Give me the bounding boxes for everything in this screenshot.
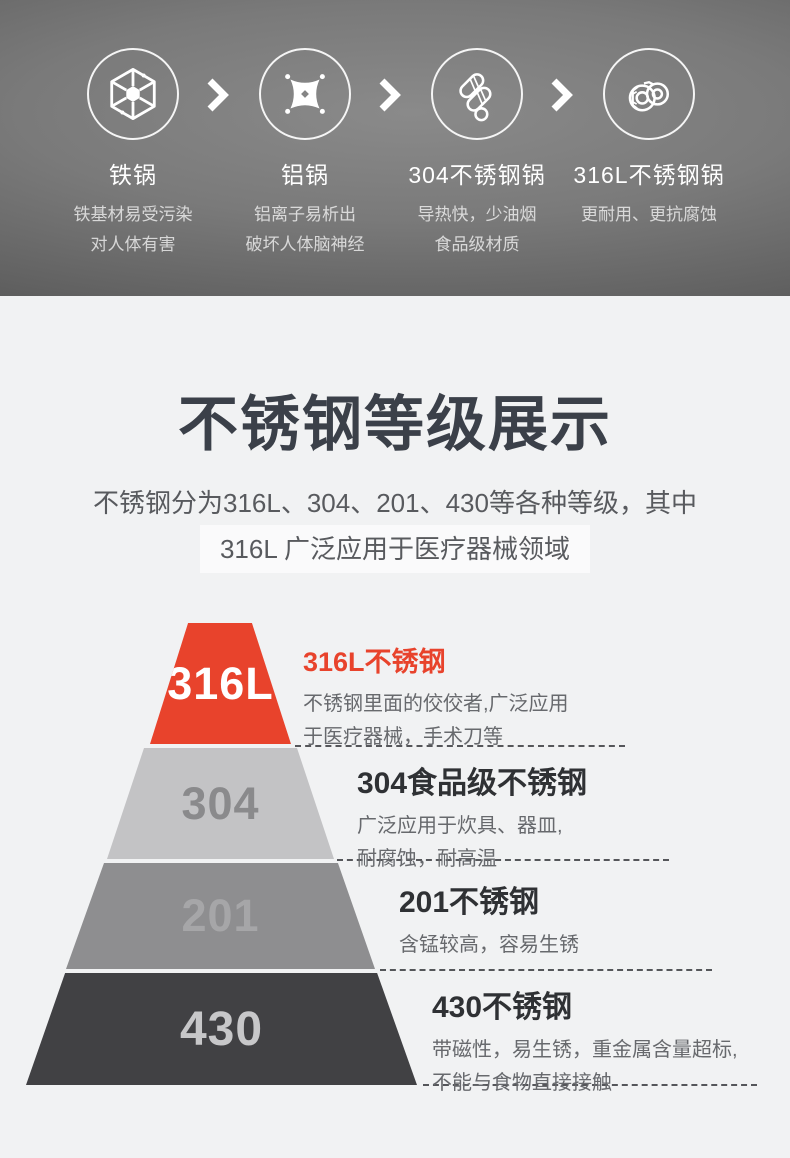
- pyramid-level-201: 201: [66, 863, 375, 969]
- grade-label-430: 430: [179, 1002, 264, 1056]
- step-316l-pot: 316L不锈钢锅 更耐用、更抗腐蚀: [563, 48, 735, 260]
- step-desc-line: 铝离子易析出: [254, 205, 356, 224]
- dashed-divider: [295, 745, 625, 747]
- dashed-divider: [423, 1084, 757, 1086]
- step-desc-line: 对人体有害: [90, 235, 176, 254]
- pyramid-level-430: 430: [26, 973, 417, 1085]
- step-desc: 更耐用、更抗腐蚀: [563, 200, 735, 230]
- step-desc: 导热快，少油烟 食品级材质: [391, 200, 563, 260]
- 316l-pot-circle: [603, 48, 695, 140]
- level-info-316l: 316L不锈钢 不锈钢里面的佼佼者,广泛应用 于医疗器械，手术刀等: [303, 645, 569, 754]
- 304-pot-circle: [431, 48, 523, 140]
- level-desc: 含锰较高，容易生锈: [399, 929, 579, 962]
- grade-label-316l: 316L: [167, 657, 274, 709]
- subtitle-line-2: 316L 广泛应用于医疗器械领域: [199, 525, 591, 573]
- aluminum-pot-circle: [259, 48, 351, 140]
- step-desc-line: 破坏人体脑神经: [245, 235, 365, 254]
- level-heading: 430不锈钢: [432, 991, 573, 1024]
- level-desc-line: 带磁性，易生锈，重金属含量超标,: [432, 1039, 738, 1061]
- step-label: 铝锅: [281, 162, 329, 188]
- dashed-divider: [337, 859, 669, 861]
- grade-pyramid: 316L 304 201 430 316L不锈钢 不锈钢里面的佼佼者,广泛应用 …: [0, 600, 790, 1158]
- iron-cube-icon: [110, 67, 156, 121]
- level-desc: 广泛应用于炊具、器皿, 耐腐蚀，耐高温: [357, 810, 587, 876]
- step-label: 铁锅: [109, 162, 157, 188]
- material-evolution-banner: 铁锅 铁基材易受污染 对人体有害 铝锅: [0, 0, 790, 296]
- steel-pipes-icon: [459, 73, 492, 122]
- level-heading: 316L不锈钢: [303, 647, 446, 677]
- grade-label-304: 304: [181, 777, 260, 829]
- level-desc-line: 于医疗器械，手术刀等: [303, 726, 503, 748]
- level-heading: 201不锈钢: [399, 886, 540, 919]
- step-desc: 铁基材易受污染 对人体有害: [47, 200, 219, 260]
- grade-label-201: 201: [181, 890, 260, 941]
- iron-pot-circle: [87, 48, 179, 140]
- level-desc-line: 含锰较高，容易生锈: [399, 934, 579, 956]
- steel-coils-icon: [628, 81, 670, 112]
- material-steps: 铁锅 铁基材易受污染 对人体有害 铝锅: [0, 0, 790, 260]
- chevron-right-icon: [207, 78, 229, 112]
- dashed-divider: [380, 969, 712, 971]
- step-desc: 铝离子易析出 破坏人体脑神经: [219, 200, 391, 260]
- step-304-pot: 304不锈钢锅 导热快，少油烟 食品级材质: [391, 48, 563, 260]
- aluminum-ion-icon: [285, 74, 325, 114]
- page-title: 不锈钢等级展示: [178, 391, 612, 458]
- level-desc-line: 不锈钢里面的佼佼者,广泛应用: [303, 693, 569, 715]
- subtitle-line-2-wrap: 316L 广泛应用于医疗器械领域: [0, 525, 790, 573]
- step-desc-line: 更耐用、更抗腐蚀: [581, 205, 717, 224]
- step-iron-pot: 铁锅 铁基材易受污染 对人体有害: [47, 48, 219, 260]
- step-label: 316L不锈钢锅: [573, 162, 725, 188]
- level-heading: 304食品级不锈钢: [357, 767, 588, 800]
- chevron-right-icon: [551, 78, 573, 112]
- level-desc-line: 广泛应用于炊具、器皿,: [357, 815, 563, 837]
- step-desc-line: 铁基材易受污染: [73, 205, 193, 224]
- step-aluminum-pot: 铝锅 铝离子易析出 破坏人体脑神经: [219, 48, 391, 260]
- level-desc-line: 耐腐蚀，耐高温: [357, 848, 497, 870]
- level-info-201: 201不锈钢 含锰较高，容易生锈: [399, 886, 579, 962]
- grade-intro: 不锈钢等级展示 不锈钢分为316L、304、201、430等各种等级，其中 31…: [0, 296, 790, 573]
- step-label: 304不锈钢锅: [408, 162, 546, 188]
- pyramid-level-304: 304: [107, 748, 334, 859]
- page-subtitle: 不锈钢分为316L、304、201、430等各种等级，其中 316L 广泛应用于…: [0, 481, 790, 573]
- level-desc: 不锈钢里面的佼佼者,广泛应用 于医疗器械，手术刀等: [303, 688, 569, 754]
- step-desc-line: 食品级材质: [434, 235, 520, 254]
- step-desc-line: 导热快，少油烟: [417, 205, 537, 224]
- chevron-right-icon: [379, 78, 401, 112]
- subtitle-line-1: 不锈钢分为316L、304、201、430等各种等级，其中: [93, 488, 697, 518]
- level-info-430: 430不锈钢 带磁性，易生锈，重金属含量超标, 不能与食物直接接触: [432, 991, 738, 1100]
- pyramid-level-316l: 316L: [150, 623, 291, 744]
- level-desc-line: 不能与食物直接接触: [432, 1072, 612, 1094]
- level-desc: 带磁性，易生锈，重金属含量超标, 不能与食物直接接触: [432, 1034, 738, 1100]
- level-info-304: 304食品级不锈钢 广泛应用于炊具、器皿, 耐腐蚀，耐高温: [357, 767, 587, 876]
